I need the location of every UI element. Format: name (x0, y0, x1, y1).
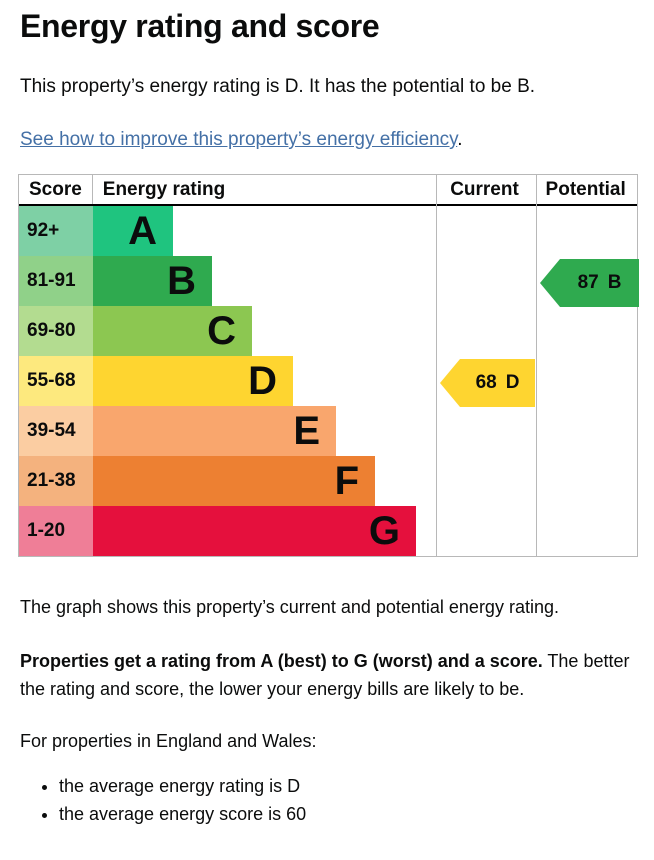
band-row-d: 55-68 D (19, 356, 637, 406)
region-heading: For properties in England and Wales: (20, 731, 317, 751)
potential-score: 87 (577, 272, 599, 293)
potential-letter: B (607, 272, 622, 293)
list-item-average-score: the average energy score is 60 (59, 804, 638, 825)
list-item-average-rating: the average energy rating is D (59, 776, 638, 797)
band-score-range: 1-20 (19, 506, 93, 556)
graph-caption: The graph shows this property’s current … (20, 597, 559, 617)
potential-rating-marker: 87 B (540, 259, 639, 307)
rating-explanation-rest: The better the rating and score, the low… (20, 651, 630, 699)
energy-rating-page: Energy rating and score This property’s … (0, 0, 654, 825)
current-letter: D (505, 372, 520, 393)
band-score-range: 92+ (19, 206, 93, 256)
band-score-range: 69-80 (19, 306, 93, 356)
rating-summary-text: This property’s energy rating is D. It h… (20, 76, 536, 97)
rating-explanation: Properties get a rating from A (best) to… (20, 647, 642, 703)
header-score: Score (19, 175, 93, 204)
header-current: Current (450, 178, 519, 200)
averages-list: the average energy rating is D the avera… (20, 776, 638, 825)
band-row-b: 81-91 B (19, 256, 637, 306)
band-score-range: 39-54 (19, 406, 93, 456)
band-bar-a: A (93, 206, 173, 256)
band-row-f: 21-38 F (19, 456, 637, 506)
band-score-range: 81-91 (19, 256, 93, 306)
rating-explanation-bold: Properties get a rating from A (best) to… (20, 651, 543, 671)
page-title: Energy rating and score (20, 8, 380, 44)
band-bar-b: B (93, 256, 212, 306)
epc-chart-header: Score Energy rating Current Potential (19, 175, 637, 206)
current-rating-marker: 68 D (440, 359, 535, 407)
header-potential: Potential (545, 178, 626, 200)
band-bar-d: D (93, 356, 293, 406)
band-row-g: 1-20 G (19, 506, 637, 556)
band-row-c: 69-80 C (19, 306, 637, 356)
band-bar-c: C (93, 306, 252, 356)
band-bar-e: E (93, 406, 336, 456)
epc-rating-chart: Score Energy rating Current Potential 92… (18, 174, 639, 557)
band-score-range: 21-38 (19, 456, 93, 506)
band-row-a: 92+ A (19, 206, 637, 256)
band-score-range: 55-68 (19, 356, 93, 406)
band-bar-f: F (93, 456, 375, 506)
current-column-divider (436, 175, 437, 556)
current-score: 68 (475, 372, 497, 393)
improve-link-period: . (457, 129, 463, 150)
band-bar-g: G (93, 506, 416, 556)
band-row-e: 39-54 E (19, 406, 637, 456)
header-energy-rating: Energy rating (102, 178, 226, 200)
improve-link-line: See how to improve this property’s energ… (20, 129, 638, 151)
potential-column-divider (536, 175, 537, 556)
improve-efficiency-link[interactable]: See how to improve this property’s energ… (20, 129, 458, 150)
